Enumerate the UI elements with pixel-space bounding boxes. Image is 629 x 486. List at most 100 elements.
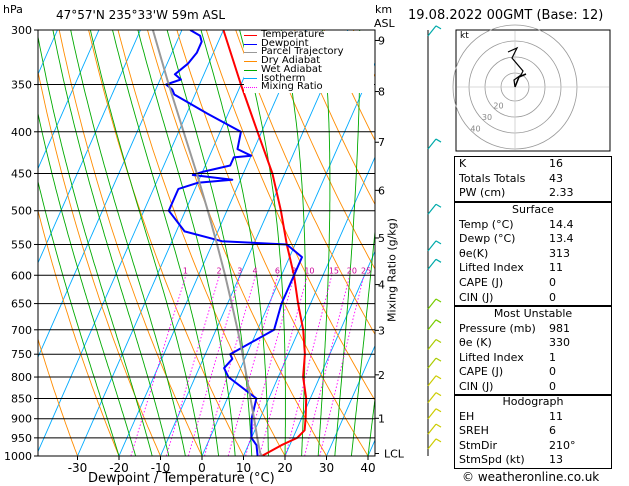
stats-value: 43 [549, 171, 563, 185]
x-tick-label: -10 [151, 461, 171, 475]
hodograph-table: Hodograph EH 11 SREH 6 StmDir 210° StmSpd (kt)… [454, 394, 612, 469]
isotherm-line [243, 156, 375, 456]
legend-item: Dry Adiabat [244, 56, 374, 66]
km-tick-label: 7 [378, 136, 385, 149]
wet-adiabat-line [38, 111, 137, 456]
most-unstable-value: 0 [549, 379, 556, 393]
dry-adiabat-line [264, 30, 375, 270]
isotherm-line [284, 250, 375, 456]
mixing-ratio-line [204, 275, 256, 456]
x-tick-label: 40 [360, 461, 375, 475]
legend-item: Wet Adiabat [244, 64, 374, 75]
most-unstable-label: CIN (J) [459, 379, 494, 393]
hodograph-label: StmDir [459, 438, 498, 452]
km-tick-label: 5 [378, 232, 385, 245]
surface-row: Dewp (°C) 13.4 [455, 232, 611, 247]
most-unstable-row: CIN (J) 0 [455, 380, 611, 395]
mixing-ratio-label: 25 [361, 266, 371, 275]
legend-item: Mixing Ratio [244, 81, 374, 93]
surface-value: 11 [549, 261, 563, 275]
legend-swatch [244, 87, 257, 89]
hodograph-value: 13 [549, 453, 563, 467]
legend-label: Mixing Ratio [261, 81, 323, 93]
most-unstable-row: CAPE (J) 0 [455, 365, 611, 380]
wet-adiabat-line [334, 30, 361, 456]
mixing-ratio-label: 10 [304, 266, 314, 275]
datetime-label: 19.08.2022 00GMT (Base: 12) [408, 8, 604, 23]
hpa-label: hPa [3, 3, 23, 16]
legend-swatch [244, 52, 257, 54]
surface-table: Surface Temp (°C) 14.4 Dewp (°C) 13.4 θe(K) 3… [454, 202, 612, 307]
pressure-tick-label: 500 [11, 205, 32, 218]
surface-value: 0 [549, 290, 556, 304]
pressure-tick-label: 900 [11, 413, 32, 426]
hodograph-row: SREH 6 [455, 424, 611, 439]
legend-item: Dewpoint [244, 37, 374, 49]
pressure-tick-label: 750 [11, 348, 32, 361]
asl-label: ASL [374, 17, 395, 30]
most-unstable-label: θe (K) [459, 336, 492, 350]
most-unstable-value: 0 [549, 365, 556, 379]
most-unstable-label: CAPE (J) [459, 365, 504, 379]
km-tick-label: 4 [378, 279, 385, 292]
series-dewpoint [165, 30, 303, 456]
hodograph-label: StmSpd (kt) [459, 453, 525, 467]
pressure-tick-label: 700 [11, 324, 32, 337]
hodograph-row: EH 11 [455, 410, 611, 425]
most-unstable-title: Most Unstable [493, 307, 573, 320]
dry-adiabat-line [618, 30, 629, 456]
most-unstable-label: Lifted Index [459, 350, 524, 364]
isotherm-line [38, 30, 100, 170]
hodograph-value: 11 [549, 409, 563, 423]
mixing-ratio-line [130, 275, 187, 456]
surface-value: 313 [549, 246, 570, 260]
surface-value: 13.4 [549, 232, 574, 246]
pressure-tick-label: 300 [11, 24, 32, 37]
x-axis-label: Dewpoint / Temperature (°C) [88, 471, 275, 486]
most-unstable-table: Most Unstable Pressure (mb) 981 θe (K) 330 L… [454, 306, 612, 396]
legend-item: Isotherm [244, 73, 374, 84]
pressure-tick-label: 1000 [4, 450, 32, 463]
wet-adiabat-line [280, 30, 306, 456]
surface-label: Temp (°C) [459, 217, 514, 231]
mixing-ratio-line [187, 275, 241, 456]
dry-adiabat-line [38, 337, 78, 456]
dry-adiabat-line [294, 30, 375, 206]
most-unstable-value: 1 [549, 350, 556, 364]
pressure-tick-label: 650 [11, 298, 32, 311]
most-unstable-label: Pressure (mb) [459, 321, 536, 335]
km-tick-label: 6 [378, 184, 385, 197]
x-tick-label: 0 [198, 461, 206, 475]
pressure-tick-label: 600 [11, 269, 32, 282]
pressure-tick-label: 350 [11, 79, 32, 92]
mixing-ratio-label: 1 [183, 266, 188, 275]
legend-label: Dewpoint [261, 37, 309, 49]
legend-label: Parcel Trajectory [261, 46, 344, 58]
mixing-ratio-axis-label: Mixing Ratio (g/kg) [385, 218, 399, 322]
surface-row: CAPE (J) 0 [455, 276, 611, 291]
mixing-ratio-label: 4 [253, 266, 258, 275]
km-tick-label: 9 [378, 34, 385, 47]
stats-value: 2.33 [549, 186, 574, 200]
mixing-ratio-label: 15 [329, 266, 339, 275]
pressure-tick-label: 800 [11, 371, 32, 384]
stats-label: K [459, 157, 467, 170]
isotherm-line [38, 30, 224, 453]
pressure-tick-label: 450 [11, 167, 32, 180]
legend-item: Parcel Trajectory [244, 46, 374, 58]
legend-swatch [244, 60, 257, 62]
stats-row: K 16 [455, 157, 611, 172]
legend-swatch [244, 43, 257, 45]
location-label: 47°57'N 235°33'W 59m ASL [56, 8, 226, 22]
legend-swatch [244, 34, 257, 36]
surface-row: Temp (°C) 14.4 [455, 218, 611, 233]
mixing-ratio-label: 6 [275, 266, 280, 275]
surface-title: Surface [512, 203, 554, 216]
hodograph-title: Hodograph [502, 395, 564, 408]
legend-item: Temperature [244, 30, 374, 40]
pressure-tick-label: 850 [11, 392, 32, 405]
series-parcel-trajectory [151, 30, 263, 456]
km-tick-label: 1 [378, 412, 385, 425]
isotherm-line [201, 61, 375, 456]
